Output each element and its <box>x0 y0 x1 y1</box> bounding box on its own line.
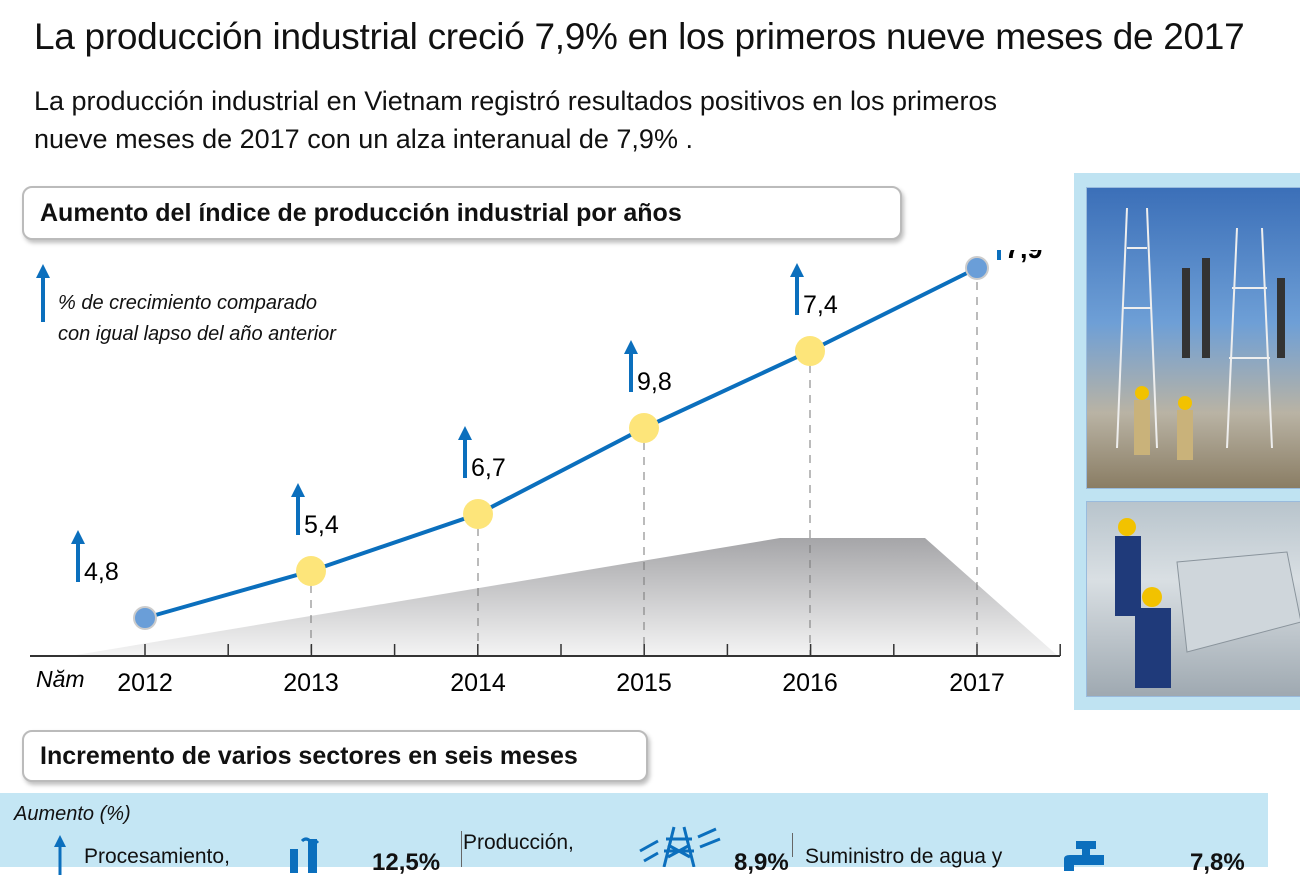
legend-arrow-icon <box>36 264 50 322</box>
sector-label-processing: Procesamiento, <box>84 845 230 868</box>
line-chart: Năm 2012 2013 2014 2015 2016 2017 4,8 5,4 6,7 9,… <box>30 250 1061 697</box>
divider <box>461 831 462 867</box>
background-mountain <box>70 538 1058 656</box>
value-arrow-icon <box>458 426 472 478</box>
data-label: 7,4 <box>803 291 838 319</box>
data-point <box>629 413 659 443</box>
sector-value-water: 7,8% <box>1190 849 1245 876</box>
data-point <box>296 556 326 586</box>
series-line <box>144 266 978 620</box>
page-subtitle: La producción industrial en Vietnam regi… <box>34 86 997 154</box>
sectors-section-header: Incremento de varios sectores en seis me… <box>22 730 648 782</box>
sector-value-processing: 12,5% <box>372 849 441 876</box>
sectors-panel: Aumento (%) Procesamiento, 12,5% Producc… <box>0 793 1268 876</box>
value-arrow-icon <box>71 530 85 582</box>
legend-line-1: % de crecimiento comparado <box>58 292 318 314</box>
factory-icon <box>290 837 320 873</box>
value-arrow-icon <box>291 483 305 535</box>
x-axis-label: Năm <box>36 666 85 692</box>
value-arrow-icon <box>997 250 1001 260</box>
chart-section-header: Aumento del índice de producción industr… <box>22 186 902 240</box>
divider <box>792 833 793 857</box>
value-arrow-icon <box>624 340 638 392</box>
data-label: 4,8 <box>84 558 119 586</box>
chart-legend: % de crecimiento comparado con igual lap… <box>58 288 336 350</box>
x-tick-label: 2016 <box>782 669 838 697</box>
chart-section-title: Aumento del índice de producción industr… <box>40 198 682 227</box>
data-label: 6,7 <box>471 454 506 482</box>
sector-value-power: 8,9% <box>734 849 789 876</box>
data-point <box>463 499 493 529</box>
car-factory-photo <box>1086 501 1300 697</box>
power-station-photo <box>1086 187 1300 489</box>
data-point <box>133 606 157 630</box>
sector-label-water: Suministro de agua y <box>805 845 1003 868</box>
sectors-section-title: Incremento de varios sectores en seis me… <box>40 741 578 770</box>
x-tick-label: 2013 <box>283 669 339 697</box>
data-label: 7,9 <box>1005 250 1043 264</box>
x-tick-label: 2017 <box>949 669 1005 697</box>
page-title: La producción industrial creció 7,9% en … <box>34 16 1245 57</box>
value-arrow-icon <box>790 263 804 315</box>
x-tick-label: 2014 <box>450 669 506 697</box>
data-label: 9,8 <box>637 368 672 396</box>
legend-line-2: con igual lapso del año anterior <box>58 323 336 345</box>
data-point <box>795 336 825 366</box>
unit-label: Aumento (%) <box>14 803 131 825</box>
data-point <box>965 256 989 280</box>
data-label: 5,4 <box>304 511 339 539</box>
sector-label-power: Producción, <box>463 831 574 854</box>
power-tower-icon <box>639 826 721 867</box>
photo-panel <box>1074 173 1300 710</box>
x-tick-label: 2012 <box>117 669 173 697</box>
increase-arrow-icon <box>54 835 66 875</box>
x-tick-label: 2015 <box>616 669 672 697</box>
